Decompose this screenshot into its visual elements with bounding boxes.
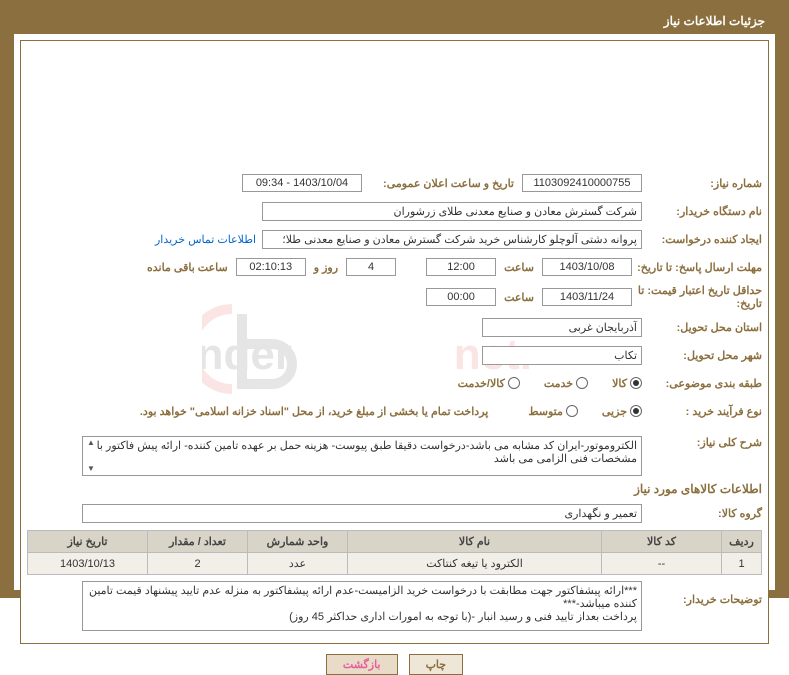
category-option-1[interactable]: خدمت xyxy=(544,377,588,390)
button-row: چاپ بازگشت xyxy=(14,654,775,675)
field-req-no: 1103092410000755 xyxy=(522,174,642,192)
items-table: ردیفکد کالانام کالاواحد شمارشتعداد / مقد… xyxy=(27,530,762,575)
cell-idx: 1 xyxy=(722,553,762,575)
table-header-2: نام کالا xyxy=(348,531,602,553)
page-header: جزئیات اطلاعات نیاز xyxy=(14,8,775,34)
label-buyer-org: نام دستگاه خریدار: xyxy=(642,205,762,218)
cell-qty: 2 xyxy=(148,553,248,575)
radio-label: جزیی xyxy=(602,405,627,418)
proc-type-option-0[interactable]: جزیی xyxy=(602,405,642,418)
table-header-row: ردیفکد کالانام کالاواحد شمارشتعداد / مقد… xyxy=(28,531,762,553)
field-reply-date: 1403/10/08 xyxy=(542,258,632,276)
field-item-group: تعمیر و نگهداری xyxy=(82,504,642,523)
label-announce-dt: تاریخ و ساعت اعلان عمومی: xyxy=(362,177,522,190)
table-row: 1 -- الکترود یا تیغه کنتاکت عدد 2 1403/1… xyxy=(28,553,762,575)
table-header-3: واحد شمارش xyxy=(248,531,348,553)
field-countdown: 02:10:13 xyxy=(236,258,306,276)
radio-icon xyxy=(630,405,642,417)
label-deliv-prov: استان محل تحویل: xyxy=(642,321,762,334)
field-deliv-city: تکاب xyxy=(482,346,642,365)
label-proc-type: نوع فرآیند خرید : xyxy=(642,405,762,418)
radio-label: کالا/خدمت xyxy=(458,377,505,390)
field-price-hour: 00:00 xyxy=(426,288,496,306)
label-deliv-city: شهر محل تحویل: xyxy=(642,349,762,362)
field-deliv-prov: آذربایجان غربی xyxy=(482,318,642,337)
radio-icon xyxy=(566,405,578,417)
field-announce-dt: 1403/10/04 - 09:34 xyxy=(242,174,362,192)
label-hours-remain: ساعت باقی مانده xyxy=(139,261,236,274)
print-button[interactable]: چاپ xyxy=(409,654,464,675)
field-creator: پروانه دشتی آلوچلو کارشناس خرید شرکت گست… xyxy=(262,230,642,249)
label-creator: ایجاد کننده درخواست: xyxy=(642,233,762,246)
label-reply-deadline: مهلت ارسال پاسخ: تا تاریخ: xyxy=(632,261,762,274)
scroll-arrows-icon[interactable]: ▲▼ xyxy=(85,439,97,473)
field-reply-hour: 12:00 xyxy=(426,258,496,276)
field-general-desc: الکتروموتور-ایران کد مشابه می باشد-درخوا… xyxy=(82,436,642,476)
field-days: 4 xyxy=(346,258,396,276)
radio-icon xyxy=(576,377,588,389)
table-header-5: تاریخ نیاز xyxy=(28,531,148,553)
cell-name: الکترود یا تیغه کنتاکت xyxy=(348,553,602,575)
label-req-no: شماره نیاز: xyxy=(642,177,762,190)
radio-icon xyxy=(630,377,642,389)
payment-note: پرداخت تمام یا بخشی از مبلغ خرید، از محل… xyxy=(140,405,488,418)
proc-type-option-1[interactable]: متوسط xyxy=(528,405,578,418)
content-panel: rinTender .net شماره نیاز: 1103092410000… xyxy=(20,40,769,644)
buyer-contact-link[interactable]: اطلاعات تماس خریدار xyxy=(155,233,262,246)
radio-label: متوسط xyxy=(528,405,563,418)
category-option-2[interactable]: کالا/خدمت xyxy=(458,377,520,390)
radio-icon xyxy=(508,377,520,389)
cell-unit: عدد xyxy=(248,553,348,575)
label-category: طبقه بندی موضوعی: xyxy=(642,377,762,390)
radio-group-proc-type: جزیی متوسط xyxy=(508,405,642,418)
label-days-and: روز و xyxy=(306,261,346,274)
label-general-desc: شرح کلی نیاز: xyxy=(642,436,762,449)
label-hour-2: ساعت xyxy=(496,291,542,304)
field-buyer-notes: ***ارائه پيشفاكتور جهت مطابقت با درخواست… xyxy=(82,581,642,631)
field-price-date: 1403/11/24 xyxy=(542,288,632,306)
radio-label: کالا xyxy=(612,377,627,390)
radio-label: خدمت xyxy=(544,377,573,390)
page-title: جزئیات اطلاعات نیاز xyxy=(664,14,765,28)
label-price-valid: حداقل تاریخ اعتبار قیمت: تا تاریخ: xyxy=(632,284,762,310)
field-buyer-org: شرکت گسترش معادن و صنایع معدنی طلای زرشو… xyxy=(262,202,642,221)
table-header-4: تعداد / مقدار xyxy=(148,531,248,553)
category-option-0[interactable]: کالا xyxy=(612,377,642,390)
label-buyer-notes: توضیحات خریدار: xyxy=(642,581,762,606)
table-header-1: کد کالا xyxy=(602,531,722,553)
radio-group-category: کالا خدمت کالا/خدمت xyxy=(438,377,642,390)
general-desc-text: الکتروموتور-ایران کد مشابه می باشد-درخوا… xyxy=(97,440,637,465)
cell-date: 1403/10/13 xyxy=(28,553,148,575)
back-button[interactable]: بازگشت xyxy=(326,654,398,675)
label-item-group: گروه کالا: xyxy=(642,507,762,520)
cell-code: -- xyxy=(602,553,722,575)
table-header-0: ردیف xyxy=(722,531,762,553)
label-hour-1: ساعت xyxy=(496,261,542,274)
section-items-title: اطلاعات کالاهای مورد نیاز xyxy=(27,482,762,496)
